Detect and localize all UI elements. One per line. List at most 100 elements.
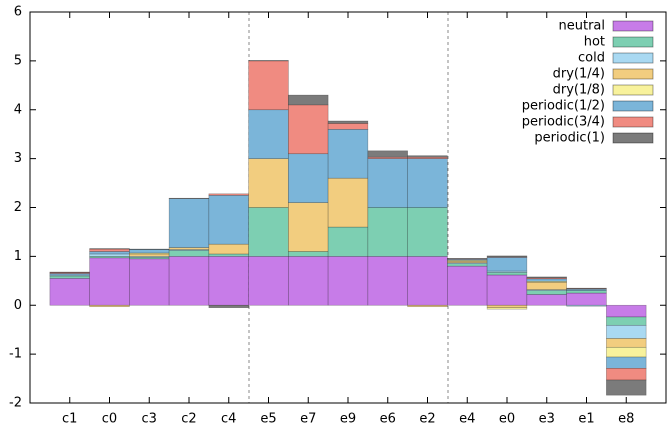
bar-segment — [288, 104, 329, 155]
bar-segment — [89, 248, 130, 252]
x-tick-label: c1 — [62, 412, 77, 426]
bar-segment — [526, 281, 567, 290]
bar-segment — [288, 251, 329, 257]
bar-segment — [367, 158, 408, 208]
bar-segment — [606, 316, 647, 326]
x-tick-label: e4 — [459, 412, 475, 426]
bar-segment — [407, 155, 448, 158]
bar-segment — [208, 253, 249, 257]
legend-swatch — [612, 84, 654, 96]
bar-segment — [486, 257, 528, 272]
y-tick-label: 4 — [14, 102, 22, 117]
bar-segment — [288, 153, 329, 203]
y-tick-label: 1 — [14, 249, 22, 264]
bar-segment — [407, 158, 448, 208]
legend-swatch — [612, 68, 654, 80]
legend-swatch — [612, 36, 654, 48]
bar-segment — [49, 278, 90, 306]
bar-segment — [248, 60, 289, 111]
y-tick-label: 0 — [14, 298, 22, 313]
y-tick-label: -1 — [9, 347, 22, 362]
bar-segment — [208, 243, 249, 255]
legend-label: neutral — [559, 19, 606, 34]
bar-segment — [208, 193, 249, 196]
bar-segment — [606, 324, 647, 339]
legend-label: periodic(1) — [534, 131, 605, 146]
y-tick-label: -2 — [9, 396, 22, 411]
bar-segment — [486, 274, 528, 306]
bar-segment — [486, 304, 528, 308]
bar-segment — [526, 276, 567, 279]
x-tick-label: e0 — [499, 412, 515, 426]
legend-label: periodic(3/4) — [522, 115, 605, 130]
bar-segment — [327, 256, 369, 306]
bar-segment — [327, 123, 369, 130]
bar-segment — [606, 338, 647, 348]
bar-segment — [606, 356, 647, 369]
bar-segment — [447, 263, 488, 267]
x-tick-label: e7 — [300, 412, 316, 426]
bar-segment — [566, 292, 607, 306]
bar-segment — [526, 278, 567, 282]
bar-segment — [486, 272, 528, 276]
bar-segment — [129, 253, 170, 257]
bar-segment — [327, 226, 369, 257]
bar-segment — [248, 109, 289, 159]
bar-segment — [367, 150, 408, 158]
bar-segment — [168, 256, 210, 306]
bar-segment — [288, 94, 329, 106]
bar-segment — [129, 249, 170, 254]
x-tick-label: e3 — [539, 412, 555, 426]
bar-segment — [89, 253, 130, 257]
legend-label: dry(1/8) — [553, 83, 605, 98]
x-tick-label: e1 — [578, 412, 594, 426]
bar-segment — [407, 207, 448, 257]
legend-swatch — [612, 100, 654, 112]
legend-label: hot — [584, 35, 605, 50]
y-tick-label: 6 — [14, 5, 22, 20]
bar-segment — [248, 207, 289, 257]
y-tick-label: 5 — [14, 53, 22, 68]
x-tick-label: e6 — [380, 412, 396, 426]
bar-segment — [447, 265, 488, 306]
bar-segment — [168, 250, 210, 257]
y-tick-label: 3 — [14, 151, 22, 166]
bar-segment — [208, 256, 249, 306]
legend-swatch — [612, 52, 654, 64]
legend-label: cold — [578, 51, 605, 66]
bar-segment — [168, 198, 210, 248]
legend-swatch — [612, 20, 654, 32]
x-tick-label: e2 — [419, 412, 435, 426]
bar-segment — [89, 251, 130, 255]
bar-segment — [606, 379, 647, 396]
bar-segment — [486, 307, 528, 310]
x-tick-label: c3 — [142, 412, 157, 426]
plot-frame — [29, 11, 667, 404]
bar-segment — [367, 256, 408, 306]
legend-label: dry(1/4) — [553, 67, 605, 82]
bar-segment — [486, 255, 528, 258]
bar-segment — [606, 346, 647, 358]
bar-segment — [327, 177, 369, 228]
legend-swatch — [612, 116, 654, 128]
bar-segment — [327, 129, 369, 179]
bar-segment — [288, 256, 329, 306]
y-tick-label: 2 — [14, 200, 22, 215]
bar-segment — [208, 304, 249, 308]
bar-segment — [526, 290, 567, 295]
bar-segment — [526, 294, 567, 306]
bar-segment — [89, 257, 130, 306]
x-tick-label: c2 — [181, 412, 196, 426]
x-tick-label: c4 — [221, 412, 236, 426]
bar-segment — [367, 207, 408, 257]
x-tick-label: c0 — [102, 412, 117, 426]
bar-segment — [566, 304, 607, 307]
bar-segment — [129, 258, 170, 306]
bar-segment — [407, 256, 448, 306]
legend-swatch — [612, 132, 654, 144]
bar-segment — [407, 304, 448, 308]
bar-segment — [208, 194, 249, 245]
bar-segment — [566, 290, 607, 294]
